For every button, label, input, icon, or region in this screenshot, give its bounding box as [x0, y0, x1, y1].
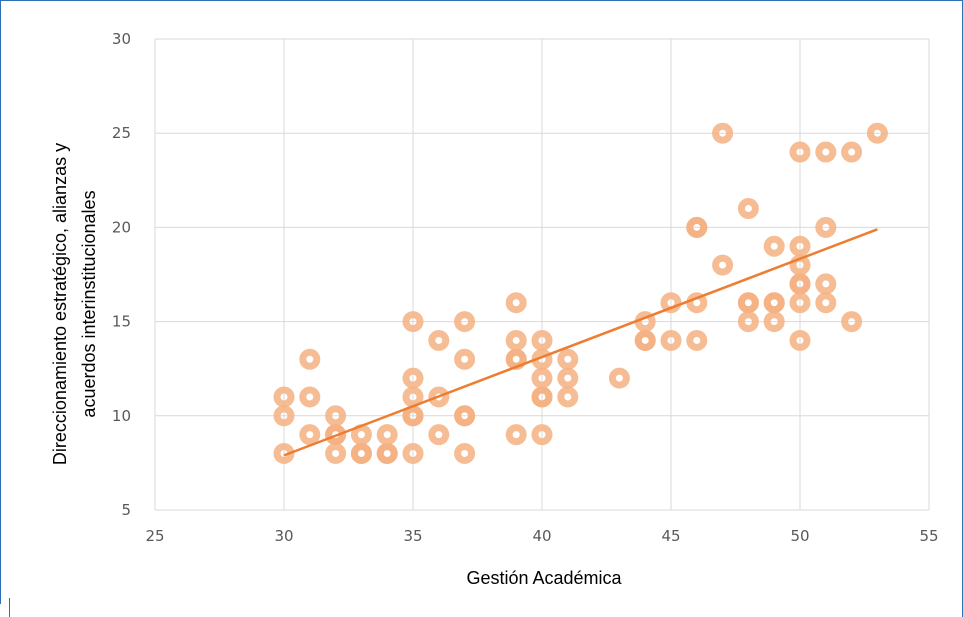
data-point	[789, 141, 811, 163]
data-point	[402, 386, 424, 408]
data-point	[505, 424, 527, 446]
gridlines	[154, 38, 930, 511]
x-axis-title: Gestión Académica	[466, 568, 622, 588]
data-point	[866, 122, 888, 144]
data-point	[325, 442, 347, 464]
data-point	[557, 348, 579, 370]
y-tick-label: 25	[112, 124, 131, 142]
data-point	[815, 292, 837, 314]
data-point	[454, 348, 476, 370]
data-point	[660, 292, 682, 314]
data-point	[789, 292, 811, 314]
data-point	[737, 292, 759, 314]
data-point	[557, 367, 579, 389]
data-point	[660, 329, 682, 351]
data-point	[763, 311, 785, 333]
data-point	[789, 273, 811, 295]
y-tick-label: 20	[112, 218, 131, 236]
data-point	[299, 348, 321, 370]
x-tick-label: 50	[790, 527, 809, 545]
data-point	[686, 329, 708, 351]
trendline	[283, 228, 878, 457]
data-point	[454, 442, 476, 464]
data-point	[402, 405, 424, 427]
x-tick-label: 30	[274, 527, 293, 545]
data-point	[402, 311, 424, 333]
data-point	[686, 216, 708, 238]
data-point	[402, 442, 424, 464]
x-tick-label: 55	[919, 527, 938, 545]
data-point	[505, 292, 527, 314]
data-point	[763, 235, 785, 257]
y-tick-label: 30	[112, 30, 131, 48]
x-tick-labels: 25 30 35 40 45 50 55	[145, 527, 938, 545]
data-point	[737, 311, 759, 333]
data-point	[325, 405, 347, 427]
data-point	[299, 424, 321, 446]
data-point	[273, 405, 295, 427]
x-tick-label: 40	[532, 527, 551, 545]
y-tick-label: 10	[112, 407, 131, 425]
data-point	[325, 424, 347, 446]
data-point	[428, 329, 450, 351]
data-point	[789, 329, 811, 351]
data-point	[841, 141, 863, 163]
x-tick-label: 45	[661, 527, 680, 545]
x-tick-label: 25	[145, 527, 164, 545]
data-point	[350, 442, 372, 464]
data-point	[815, 216, 837, 238]
data-point	[789, 235, 811, 257]
data-point	[273, 386, 295, 408]
data-point	[608, 367, 630, 389]
data-point	[531, 329, 553, 351]
data-point	[428, 386, 450, 408]
y-tick-label: 5	[121, 501, 131, 519]
data-point	[841, 311, 863, 333]
data-point	[531, 367, 553, 389]
data-point	[531, 424, 553, 446]
data-point	[763, 292, 785, 314]
data-point	[815, 273, 837, 295]
data-point	[454, 311, 476, 333]
data-point	[815, 141, 837, 163]
frame-accent-line	[9, 598, 10, 617]
x-tick-label: 35	[403, 527, 422, 545]
data-point	[402, 367, 424, 389]
data-point	[454, 405, 476, 427]
data-points	[273, 122, 888, 464]
data-point	[712, 122, 734, 144]
data-point	[531, 386, 553, 408]
data-point	[686, 292, 708, 314]
data-point	[428, 424, 450, 446]
y-tick-labels: 5 10 15 20 25 30	[112, 30, 131, 519]
data-point	[712, 254, 734, 276]
data-point	[634, 329, 656, 351]
data-point	[557, 386, 579, 408]
y-axis-title-line-2: acuerdos interinstitucionales	[79, 190, 99, 417]
data-point	[350, 424, 372, 446]
y-axis-title-line-1: Direccionamiento estratégico, alianzas y	[50, 143, 70, 465]
data-point	[376, 424, 398, 446]
data-point	[299, 386, 321, 408]
data-point	[505, 329, 527, 351]
data-point	[376, 442, 398, 464]
y-tick-label: 15	[112, 313, 131, 331]
data-point	[737, 198, 759, 220]
frame-gap	[0, 604, 4, 617]
